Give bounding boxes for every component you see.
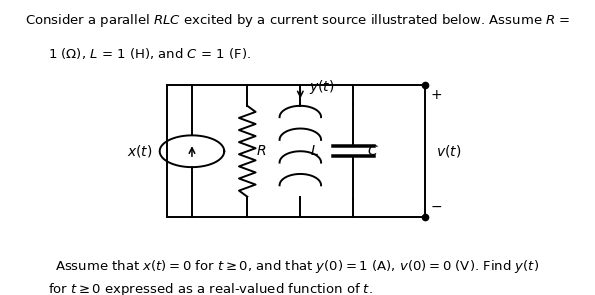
Text: Assume that $x(t) = 0$ for $t \geq 0$, and that $y(0) = 1$ (A), $v(0) = 0$ (V). : Assume that $x(t) = 0$ for $t \geq 0$, a… [55,258,540,275]
Text: $C$: $C$ [367,144,379,158]
Text: $-$: $-$ [430,199,443,213]
Text: $y(t)$: $y(t)$ [309,78,334,96]
Text: $R$: $R$ [256,144,266,158]
Text: +: + [430,88,442,102]
Text: $1$ $(\Omega)$, $\mathit{L}$ = 1 (H), and $\mathit{C}$ = 1 (F).: $1$ $(\Omega)$, $\mathit{L}$ = 1 (H), an… [48,46,250,61]
Text: $x(t)$: $x(t)$ [127,143,153,159]
Text: $v(t)$: $v(t)$ [436,143,462,159]
Text: for $t \geq 0$ expressed as a real-valued function of $t$.: for $t \geq 0$ expressed as a real-value… [48,281,372,295]
Text: $L$: $L$ [311,144,320,158]
Text: Consider a parallel $\mathit{RLC}$ excited by a current source illustrated below: Consider a parallel $\mathit{RLC}$ excit… [25,12,570,29]
